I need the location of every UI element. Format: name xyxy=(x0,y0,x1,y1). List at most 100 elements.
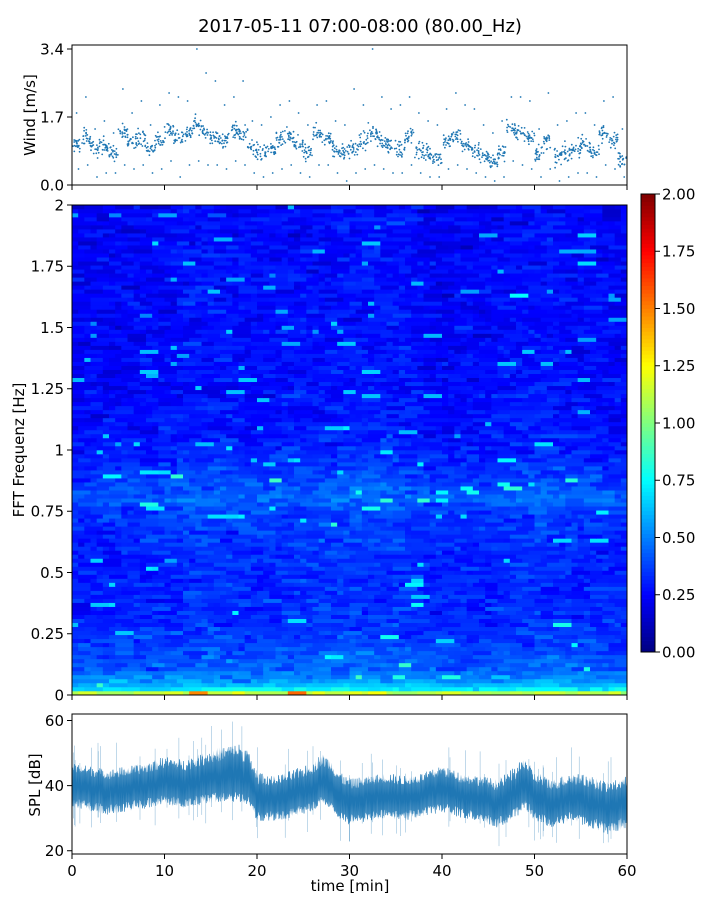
spectrogram-cell xyxy=(497,686,517,692)
spectrogram-cell xyxy=(361,462,375,467)
spectrogram-cell xyxy=(133,622,141,628)
spectrogram-cell xyxy=(275,566,295,571)
spectrogram-cell xyxy=(590,578,597,583)
wind-point xyxy=(328,135,331,137)
spectrogram-cell xyxy=(608,582,627,587)
wind-point xyxy=(554,153,557,156)
spectrogram-cell xyxy=(257,466,270,471)
spectrogram-cell xyxy=(337,429,344,435)
wind-point xyxy=(444,146,446,149)
wind-point xyxy=(312,131,315,133)
spectrogram-cell xyxy=(392,458,400,463)
spectrogram-cell xyxy=(522,522,535,527)
spectrogram-cell xyxy=(546,490,560,495)
spectrogram-cell xyxy=(294,670,301,676)
wind-point xyxy=(186,100,189,102)
spectrogram-cell xyxy=(423,630,443,636)
wind-point xyxy=(319,129,321,132)
spectrogram-cell xyxy=(318,514,332,519)
spectrogram-cell xyxy=(596,634,609,640)
spectrogram-cells xyxy=(72,205,627,695)
spectrogram-cell xyxy=(442,470,455,475)
wind-point xyxy=(622,157,625,160)
spectrogram-cell xyxy=(540,490,548,495)
spectrogram-cell xyxy=(139,502,159,507)
spectrogram-cell xyxy=(207,409,221,415)
spectrogram-cell xyxy=(503,594,511,599)
wind-point xyxy=(556,124,559,126)
spectrogram-cell xyxy=(361,510,369,515)
spectrogram-cell xyxy=(226,530,239,535)
spectrogram-cell xyxy=(263,486,276,491)
wind-point xyxy=(343,154,346,157)
spectrogram-cell xyxy=(460,433,480,439)
spectrogram-cell xyxy=(608,482,622,487)
spectrogram-cell xyxy=(300,598,307,603)
spectrogram-cell xyxy=(250,522,270,527)
spectrogram-cell xyxy=(287,586,301,591)
spectrogram-cell xyxy=(417,606,437,611)
wind-point xyxy=(371,48,374,50)
spectrogram-cell xyxy=(503,494,517,499)
spectrogram-cell xyxy=(220,666,239,672)
wind-point xyxy=(426,149,429,152)
spectrogram-cell xyxy=(553,474,566,479)
wind-point xyxy=(473,146,476,149)
spectrogram-cell xyxy=(479,542,492,547)
spectrogram-cell xyxy=(238,490,258,495)
spectrogram-cell xyxy=(380,578,394,583)
spectrogram-cell xyxy=(183,598,202,603)
spectrogram-cell xyxy=(183,417,190,423)
spectrogram-cell xyxy=(78,646,98,652)
wind-point xyxy=(204,132,207,135)
spectrogram-cell xyxy=(207,466,227,471)
wind-point xyxy=(96,149,99,152)
wind-point xyxy=(129,137,132,140)
wind-point xyxy=(601,132,604,135)
spectrogram-cell xyxy=(78,558,91,563)
spectrogram-cell xyxy=(349,530,357,535)
spectrogram-cell xyxy=(287,534,295,539)
spectrogram-cell xyxy=(349,594,369,599)
wind-point xyxy=(611,142,613,145)
wind-point xyxy=(593,124,596,126)
spectrogram-cell xyxy=(380,562,394,567)
spectrogram-cell xyxy=(127,385,141,391)
spectrogram-cell xyxy=(318,578,338,583)
spectrogram-cell xyxy=(565,662,579,668)
spectrogram-cell xyxy=(577,662,591,668)
spectrogram-cell xyxy=(368,482,375,487)
spectrogram-cell xyxy=(386,602,406,607)
spectrogram-cell xyxy=(300,558,307,563)
spectrogram-cell xyxy=(226,458,239,463)
spectrogram-cell xyxy=(522,586,542,591)
spectrogram-cell xyxy=(72,494,85,499)
spectrogram-cell xyxy=(158,429,165,435)
spectrogram-cell xyxy=(331,385,338,391)
wind-point xyxy=(98,138,101,141)
spectrogram-cell xyxy=(121,530,135,535)
wind-point xyxy=(172,125,175,128)
spectrogram-cell xyxy=(84,658,104,664)
wind-point xyxy=(275,139,278,141)
wind-point xyxy=(144,144,147,147)
spectrogram-cell xyxy=(250,381,270,387)
spectrogram-cell xyxy=(109,570,116,575)
spectrogram-cell xyxy=(509,662,529,668)
spectrogram-cell xyxy=(72,409,85,415)
wind-point xyxy=(332,155,334,158)
spectrogram-cell xyxy=(146,570,159,575)
spectrogram-cell xyxy=(337,458,350,463)
wind-point xyxy=(581,140,584,142)
spectrogram-cell xyxy=(368,409,381,415)
wind-point xyxy=(427,154,430,157)
spectrogram-cell xyxy=(343,397,350,403)
wind-point xyxy=(144,137,146,140)
spectrogram-cell xyxy=(448,385,468,391)
spectrogram-cell xyxy=(84,486,98,491)
spectrogram-cell xyxy=(460,389,480,395)
wind-point xyxy=(287,134,290,137)
wind-point xyxy=(253,172,256,174)
wind-point xyxy=(472,152,474,155)
spectrogram-cell xyxy=(170,486,178,491)
